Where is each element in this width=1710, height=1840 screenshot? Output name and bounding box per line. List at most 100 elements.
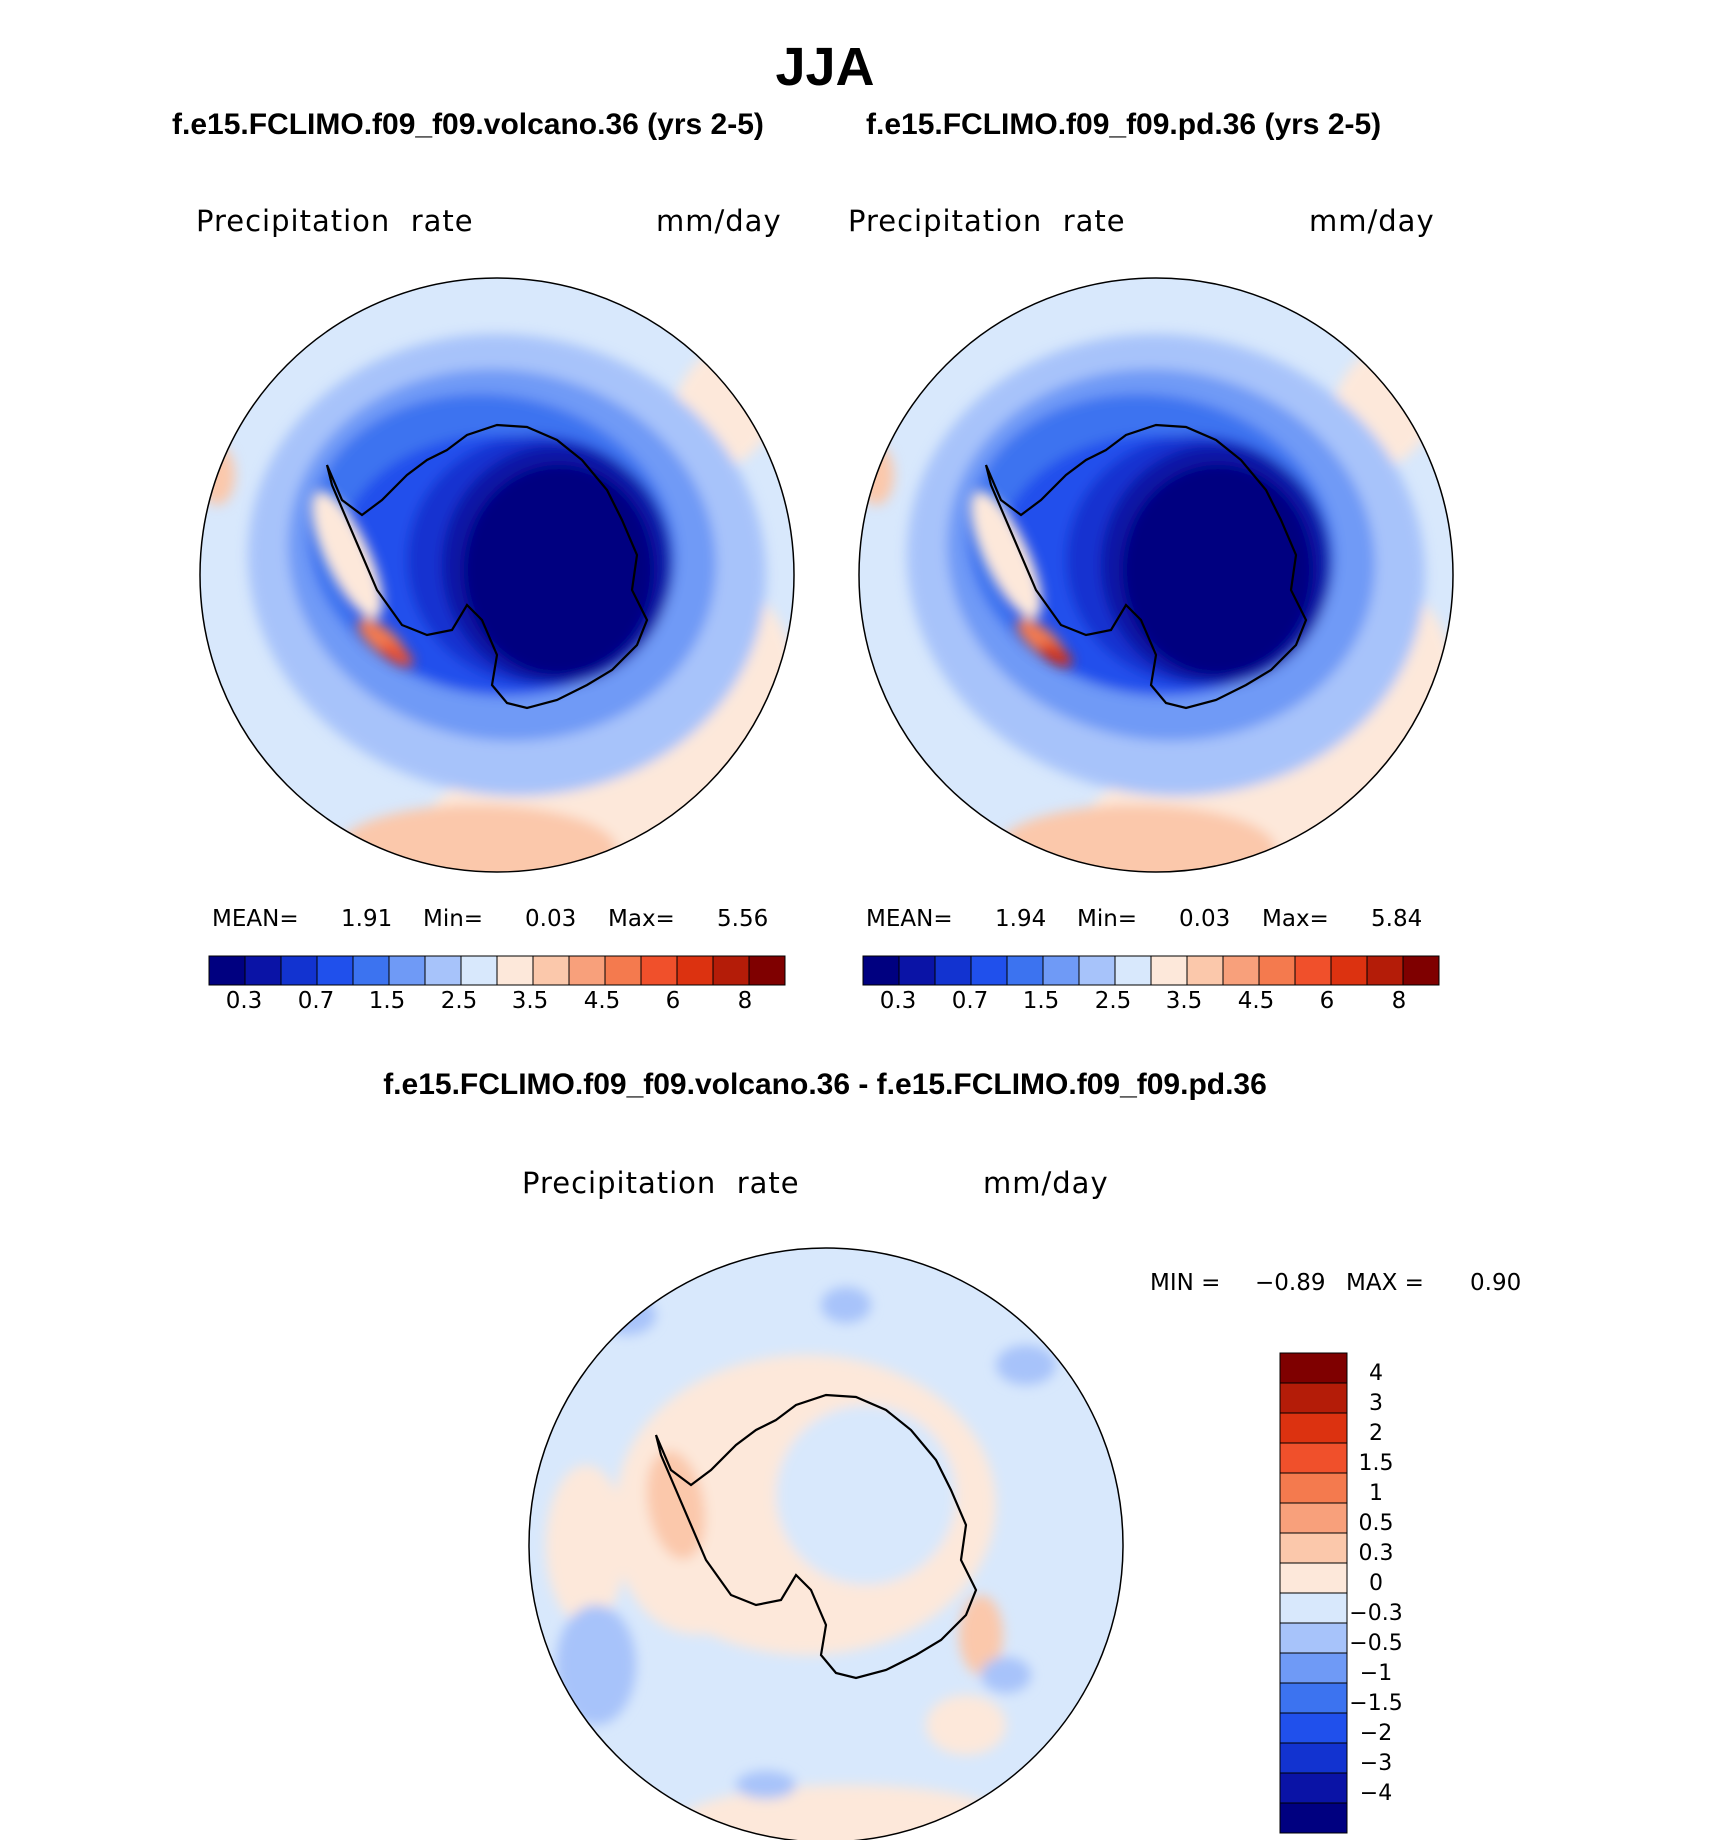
diff-colorbar-segment <box>1279 1622 1348 1654</box>
right-panel-title: f.e15.FCLIMO.f09_f09.pd.36 (yrs 2-5) <box>866 108 1382 141</box>
right-colorbar-segment <box>1006 955 1044 986</box>
coastline <box>325 423 649 710</box>
left-colorbar-segment <box>496 955 534 986</box>
right-colorbar-segment <box>898 955 936 986</box>
left-cbar-tick: 2.5 <box>440 988 478 1014</box>
positive-anomaly <box>646 1450 706 1560</box>
map-boundary <box>528 1247 1124 1840</box>
season-title: JJA <box>775 37 875 97</box>
diff-min-label: MIN = <box>1150 1270 1221 1296</box>
right-colorbar-segment <box>934 955 972 986</box>
positive-anomaly <box>546 1465 626 1625</box>
precip-band <box>1123 465 1313 675</box>
right-mean-label: MEAN= <box>866 906 953 932</box>
diff-cbar-tick: −2 <box>1359 1721 1393 1746</box>
right-colorbar-segment <box>1366 955 1404 986</box>
difference-panel-title: f.e15.FCLIMO.f09_f09.volcano.36 - f.e15.… <box>383 1068 1267 1101</box>
warm-region <box>996 805 1276 872</box>
diff-cbar-tick: 0 <box>1369 1571 1383 1596</box>
left-colorbar-segment <box>568 955 606 986</box>
left-cbar-tick: 6 <box>665 988 681 1014</box>
negative-anomaly <box>981 1657 1031 1693</box>
map-boundary <box>858 277 1454 873</box>
difference-precip-map <box>529 1248 1123 1840</box>
left-cbar-tick: 0.7 <box>297 988 335 1014</box>
coastline <box>984 423 1308 710</box>
positive-anomaly <box>959 1595 1003 1675</box>
right-colorbar-segment <box>1330 955 1368 986</box>
left-panel-title: f.e15.FCLIMO.f09_f09.volcano.36 (yrs 2-5… <box>172 108 764 141</box>
peninsula-precip <box>970 490 1042 620</box>
diff-colorbar-segment <box>1279 1562 1348 1594</box>
right-colorbar-segment <box>1042 955 1080 986</box>
left-colorbar-segment <box>676 955 714 986</box>
diff-colorbar-segment <box>1279 1712 1348 1744</box>
left-colorbar-segment <box>388 955 426 986</box>
diff-cbar-tick: 4 <box>1369 1361 1383 1386</box>
right-cbar-tick: 1.5 <box>1022 988 1060 1014</box>
diff-cbar-tick: −1 <box>1359 1661 1393 1686</box>
diff-cbar-tick: 0.5 <box>1358 1511 1394 1536</box>
negative-anomaly <box>996 1345 1056 1385</box>
diff-max-label: MAX = <box>1346 1270 1424 1296</box>
left-cbar-tick: 4.5 <box>583 988 621 1014</box>
negative-anomaly <box>556 1605 636 1725</box>
diff-colorbar-segment <box>1279 1742 1348 1774</box>
left-max-value: 5.56 <box>717 906 769 932</box>
left-cbar-tick: 8 <box>737 988 753 1014</box>
diff-colorbar-segment <box>1279 1412 1348 1444</box>
left-cbar-tick: 0.3 <box>225 988 263 1014</box>
right-mean-value: 1.94 <box>995 906 1047 932</box>
diff-cbar-tick: −0.3 <box>1349 1601 1403 1626</box>
diff-cbar-tick: 2 <box>1369 1421 1383 1446</box>
coastline <box>654 1393 978 1680</box>
diff-cbar-tick: 1.5 <box>1358 1451 1394 1476</box>
right-cbar-tick: 0.3 <box>879 988 917 1014</box>
right-cbar-tick: 6 <box>1319 988 1335 1014</box>
right-colorbar-segment <box>1222 955 1260 986</box>
left-mean-label: MEAN= <box>212 906 299 932</box>
diff-colorbar-segment <box>1279 1532 1348 1564</box>
negative-anomaly <box>596 1295 656 1335</box>
diff-cbar-tick: 3 <box>1369 1391 1383 1416</box>
diff-cbar-tick: −0.5 <box>1349 1631 1403 1656</box>
diff-colorbar-segment <box>1279 1472 1348 1504</box>
right-colorbar-segment <box>1294 955 1332 986</box>
left-colorbar-segment <box>280 955 318 986</box>
right-cbar-tick: 3.5 <box>1165 988 1203 1014</box>
right-colorbar-segment <box>970 955 1008 986</box>
left-colorbar-segment <box>424 955 462 986</box>
right-colorbar-segment <box>1402 955 1440 986</box>
diff-cbar-tick: −3 <box>1359 1751 1393 1776</box>
pd-precip-map <box>859 278 1453 872</box>
right-max-label: Max= <box>1262 906 1329 932</box>
left-colorbar-segment <box>604 955 642 986</box>
diff-variable-units: mm/day <box>983 1166 1109 1200</box>
right-colorbar-segment <box>1150 955 1188 986</box>
right-colorbar-segment <box>862 955 900 986</box>
left-colorbar-segment <box>532 955 570 986</box>
diff-cbar-tick: −4 <box>1359 1781 1393 1806</box>
positive-anomaly <box>676 1785 1016 1840</box>
right-min-value: 0.03 <box>1179 906 1231 932</box>
right-colorbar-segment <box>1114 955 1152 986</box>
warm-region <box>337 805 617 872</box>
right-variable-name: Precipitation rate <box>848 204 1126 238</box>
right-max-value: 5.84 <box>1371 906 1423 932</box>
diff-colorbar-segment <box>1279 1352 1348 1384</box>
diff-colorbar-segment <box>1279 1382 1348 1414</box>
right-min-label: Min= <box>1077 906 1138 932</box>
right-variable-units: mm/day <box>1309 204 1435 238</box>
right-colorbar-segment <box>1186 955 1224 986</box>
diff-colorbar-segment <box>1279 1682 1348 1714</box>
left-colorbar-segment <box>244 955 282 986</box>
negative-anomaly <box>736 1771 796 1799</box>
left-cbar-tick: 1.5 <box>368 988 406 1014</box>
negative-anomaly <box>821 1287 871 1323</box>
diff-min-value: −0.89 <box>1255 1270 1326 1296</box>
diff-colorbar-segment <box>1279 1442 1348 1474</box>
diff-max-value: 0.90 <box>1470 1270 1522 1296</box>
left-colorbar-segment <box>748 955 786 986</box>
diff-cbar-tick: 0.3 <box>1358 1541 1394 1566</box>
left-colorbar-segment <box>460 955 498 986</box>
